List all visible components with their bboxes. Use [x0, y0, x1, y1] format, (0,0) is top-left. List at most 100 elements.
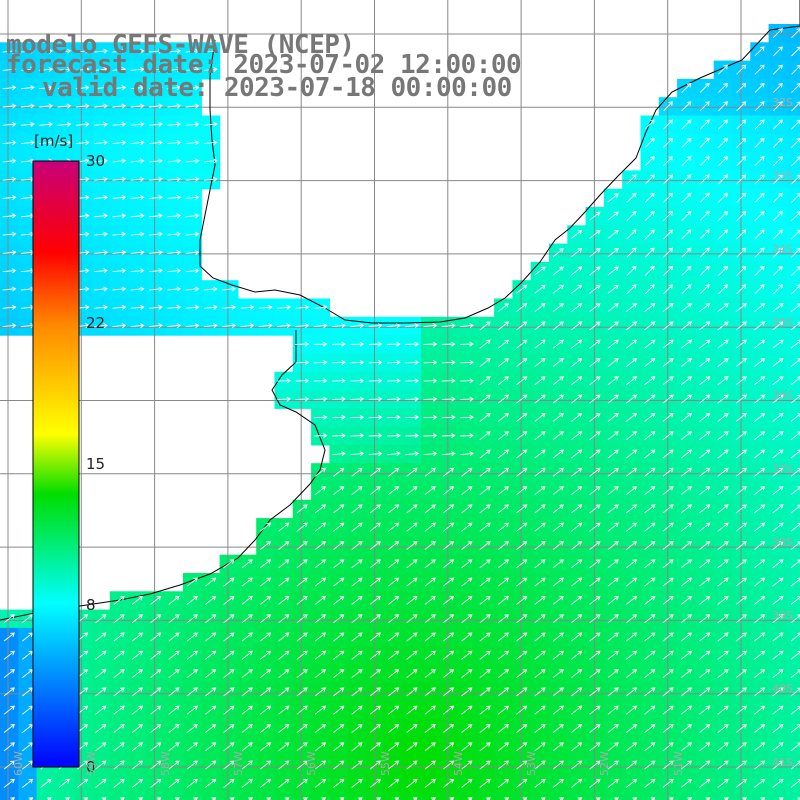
colorbar-tick-label: 22 — [86, 313, 106, 332]
wind-arrow — [717, 522, 729, 532]
wind-arrow — [516, 284, 528, 294]
wind-arrow — [369, 559, 381, 569]
wind-arrow — [552, 486, 564, 496]
wind-arrow — [552, 321, 564, 331]
wind-arrow — [313, 304, 328, 310]
wind-arrow — [368, 433, 383, 439]
wind-arrow — [717, 632, 729, 642]
wind-arrow — [314, 778, 327, 788]
wind-arrow — [405, 414, 420, 420]
wind-arrow — [168, 650, 180, 660]
wind-arrow — [314, 595, 327, 605]
wind-arrow — [552, 723, 564, 733]
wind-arrow — [442, 467, 455, 477]
wind-arrow — [205, 778, 217, 788]
wind-arrow — [699, 595, 711, 605]
wind-arrow — [790, 431, 800, 441]
wind-arrow — [333, 595, 345, 605]
wind-arrow — [717, 211, 728, 222]
latitude-label: 33S — [772, 169, 793, 183]
wind-arrow — [248, 797, 253, 800]
wind-arrow — [112, 323, 127, 329]
wind-arrow — [278, 577, 290, 587]
wind-arrow — [589, 559, 601, 569]
wind-arrow — [717, 321, 729, 331]
wind-arrow — [95, 669, 107, 679]
wind-arrow — [754, 705, 766, 715]
wind-arrow — [314, 687, 327, 697]
wind-arrow — [388, 540, 400, 550]
wind-arrow — [186, 669, 198, 679]
wind-arrow — [203, 286, 218, 292]
wind-arrow — [333, 742, 345, 752]
wind-arrow — [461, 687, 473, 697]
wind-arrow — [663, 192, 674, 203]
wind-arrow — [552, 266, 564, 276]
wind-arrow — [406, 742, 418, 752]
wind-cell — [786, 225, 800, 245]
wind-arrow — [441, 414, 456, 420]
wind-arrow — [607, 467, 619, 477]
wind-arrow — [607, 357, 619, 367]
wind-arrow — [295, 359, 310, 365]
wind-arrow — [662, 394, 674, 404]
title-forecast-date: forecast date: 2023-07-02 12:00:00 — [6, 50, 522, 80]
wind-arrow — [278, 705, 290, 715]
wind-arrow — [185, 176, 200, 182]
wind-arrow — [112, 249, 127, 255]
wind-arrow — [130, 323, 145, 329]
wind-arrow — [680, 540, 693, 550]
wind-arrow — [534, 723, 546, 733]
wind-arrow — [625, 449, 638, 459]
wind-arrow — [203, 176, 218, 182]
wind-arrow — [185, 85, 200, 91]
wind-arrow — [351, 577, 363, 587]
wind-arrow — [754, 229, 765, 240]
wind-arrow — [75, 48, 90, 54]
wind-arrow — [717, 449, 729, 459]
wind-arrow — [150, 632, 162, 642]
wind-arrow — [112, 231, 127, 237]
wind-arrow — [681, 265, 692, 276]
wind-arrow — [20, 121, 35, 127]
wind-arrow — [277, 396, 291, 402]
wind-cell — [73, 792, 93, 800]
wind-arrow — [663, 137, 674, 148]
wind-arrow — [772, 211, 783, 222]
wind-arrow — [314, 742, 327, 752]
wind-arrow — [497, 595, 510, 605]
wind-arrow — [589, 229, 601, 239]
wind-arrow — [76, 760, 89, 770]
wind-arrow — [644, 376, 656, 386]
wind-arrow — [717, 614, 729, 624]
wind-arrow — [699, 559, 711, 569]
wind-arrow — [772, 632, 784, 642]
wind-arrow — [203, 121, 218, 127]
wind-arrow — [203, 140, 218, 146]
wind-arrow — [266, 797, 272, 800]
wind-arrow — [516, 486, 528, 496]
wind-arrow — [735, 540, 747, 550]
wind-arrow — [313, 359, 328, 365]
wind-arrow — [222, 304, 237, 310]
wind-arrow — [516, 467, 528, 477]
wind-cell — [786, 719, 800, 739]
wind-arrow — [186, 632, 198, 642]
wind-arrow — [516, 449, 528, 459]
wind-arrow — [681, 192, 692, 203]
wind-arrow — [2, 268, 17, 274]
wind-arrow — [167, 140, 182, 146]
wind-arrow — [369, 467, 381, 477]
wind-arrow — [534, 321, 546, 331]
wind-arrow — [479, 431, 491, 441]
wind-arrow — [662, 723, 674, 733]
wind-arrow — [754, 577, 766, 587]
wind-cell — [786, 444, 800, 464]
wind-arrow — [406, 614, 418, 624]
wind-arrow — [516, 504, 528, 514]
wind-arrow — [497, 339, 510, 349]
wind-arrow — [497, 687, 510, 697]
wind-arrow — [589, 486, 601, 496]
wind-arrow — [754, 595, 766, 605]
wind-arrow — [680, 778, 693, 788]
